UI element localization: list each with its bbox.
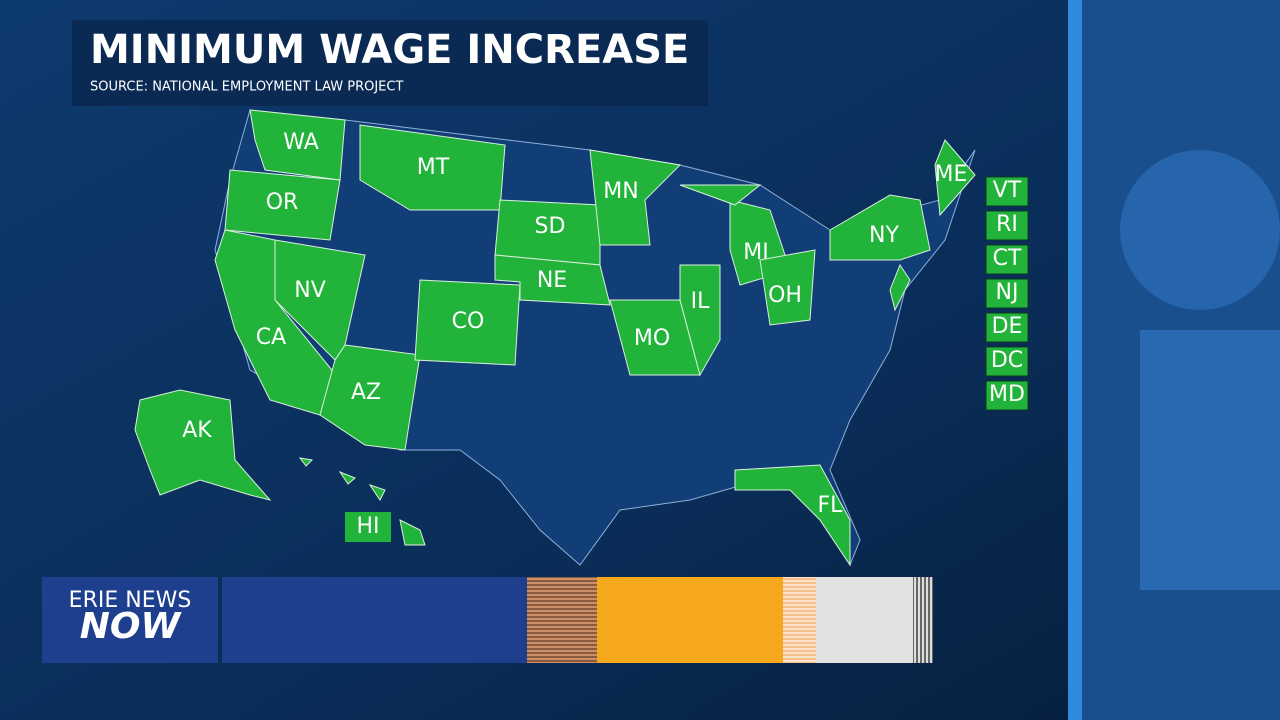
divider [1068, 0, 1082, 720]
side-box [985, 244, 1029, 275]
state-label: MN [603, 179, 638, 204]
state-label: HI [356, 514, 379, 539]
state-label: MI [743, 240, 768, 265]
state-label: MO [634, 326, 670, 351]
side-label: DC [991, 348, 1023, 373]
state-label: FL [818, 493, 844, 518]
side-labels: VT RI CT NJ DE DC MD [985, 176, 1029, 411]
side-box [985, 176, 1029, 207]
state-label: NV [294, 278, 326, 303]
ticker-orange [597, 577, 783, 663]
ticker-peach [783, 577, 816, 663]
side-label: VT [993, 178, 1022, 203]
state-label: CA [256, 325, 286, 350]
state-label: AK [182, 418, 212, 443]
title: MINIMUM WAGE INCREASE [90, 27, 689, 73]
state-label: NE [537, 268, 567, 293]
side-label: NJ [996, 280, 1019, 305]
side-label: CT [993, 246, 1022, 271]
state-label: NY [869, 223, 899, 248]
state-label: MT [417, 155, 450, 180]
state-label: OH [768, 283, 802, 308]
ticker-brown [527, 577, 597, 663]
logo-line1: ERIE NEWS [69, 588, 192, 613]
state-label: SD [535, 214, 566, 239]
source: SOURCE: NATIONAL EMPLOYMENT LAW PROJECT [90, 80, 403, 95]
state-label: ME [935, 162, 968, 187]
label-box [345, 512, 391, 542]
state-label: IL [691, 289, 710, 314]
state-label: AZ [351, 380, 381, 405]
side-label: RI [996, 212, 1018, 237]
side-box [985, 278, 1029, 309]
logo-line2: NOW [80, 606, 183, 647]
eagle-art [1120, 150, 1280, 310]
side-label: MD [989, 382, 1025, 407]
side-box [985, 346, 1029, 377]
side-label: DE [992, 314, 1023, 339]
side-box [985, 210, 1029, 241]
ticker-end [913, 577, 933, 663]
state-label: OR [266, 190, 299, 215]
side-box [985, 380, 1029, 411]
green-states [134, 109, 976, 567]
title-box [72, 20, 708, 106]
logo-box [42, 577, 218, 663]
shield-art [1140, 330, 1280, 590]
side-box [985, 312, 1029, 343]
ticker-blue [222, 577, 527, 663]
state-label: WA [283, 130, 319, 155]
state-label: CO [452, 309, 485, 334]
ticker-gray [816, 577, 913, 663]
map [134, 109, 976, 567]
